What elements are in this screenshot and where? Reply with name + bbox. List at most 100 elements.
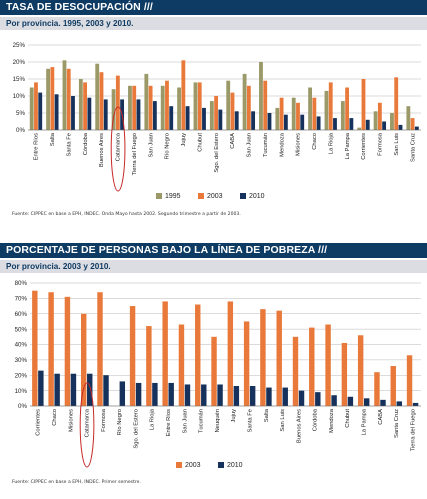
legend-swatch-2003 [176,462,182,468]
bar-2010-salta [54,94,59,130]
poverty-subtitle: Por provincia. 2003 y 2010. [0,260,427,273]
x-tick-label: CABA [378,409,384,425]
bar-2003-entre-rios [162,301,168,406]
bar-2003-san-luis [394,77,399,130]
bar-1995-san-juan [242,73,247,130]
bar-2010-jujuy [185,106,190,130]
y-tick-label: 0% [16,127,25,134]
x-tick-label: Río Negro [165,133,171,159]
y-tick-label: 80% [15,280,28,287]
bar-2010-rio-negro [119,381,126,406]
bar-2010-sgo-del-estero [218,109,223,130]
x-tick-label: Santa Fe [66,133,72,157]
x-tick-label: Catamarca [116,132,122,161]
bar-2003-corrientes [32,290,38,406]
bar-2003-san-juan [246,85,251,130]
y-tick-label: 60% [15,311,28,318]
x-tick-label: San Juan [247,133,253,158]
x-tick-label: Tucumán [199,409,205,433]
bar-2010-santa-cruz [396,401,402,406]
bar-2003-catamarca [80,313,87,406]
bar-1995-tierra-del-fuego [128,85,132,130]
y-tick-label: 15% [13,76,26,83]
bar-2010-catamarca [87,373,93,406]
y-tick-label: 40% [15,342,28,349]
x-tick-label: Tierra del Fuego [410,409,416,451]
bar-2010-tierra-del-fuego [136,99,141,130]
legend-swatch-1995 [156,193,162,199]
x-tick-label: Chubut [345,409,351,428]
bar-2003-chaco [312,97,317,130]
bar-2010-entre-rios [168,382,174,406]
legend-swatch-2010 [240,193,246,199]
bar-2010-rio-negro [169,106,174,130]
bar-1995-salta [46,68,51,130]
legend-label-2003: 2003 [207,193,223,200]
highlight-circle [110,106,126,192]
bar-1995-entre-rios [29,87,34,130]
bar-1995-sgo-del-estero [209,101,214,130]
bar-2010-la-rioja [152,382,158,406]
x-tick-label: Formosa [378,132,384,156]
bar-2010-formosa [103,375,109,406]
bar-1995-la-rioja [324,90,329,130]
bar-1995-tucuman [259,62,263,130]
unemployment-subtitle: Por provincia. 1995, 2003 y 2010. [0,17,427,30]
x-tick-label: Salta [264,408,270,422]
x-tick-label: San Juan [182,409,188,434]
bar-2010-santa-cruz [414,126,419,130]
bar-2003-san-juan [148,85,153,130]
bar-2003-san-luis [276,310,282,406]
bar-2003-buenos-aires [292,336,299,406]
bar-2003-jujuy [227,301,234,406]
x-tick-label: Santa Cruz [394,409,400,438]
bar-1995-santa-fe [62,60,67,130]
x-tick-label: Córdoba [313,408,319,431]
bar-2003-salta [260,309,266,406]
bar-2003-chaco [48,292,54,406]
y-tick-label: 10% [13,93,26,100]
bar-2003-sgo-del-estero [129,306,136,406]
bar-1995-corrientes [357,127,362,130]
highlight-circle [79,382,95,468]
bar-2003-mendoza [279,97,284,130]
bar-1995-san-luis [390,113,394,130]
bar-2003-chubut [341,342,348,406]
bar-2010-caba [380,399,386,406]
x-tick-label: Tierra del Fuego [132,133,138,175]
y-tick-label: 50% [15,326,28,333]
bar-2003-misiones [296,102,300,130]
bar-2010-santa-fe [249,386,256,406]
y-tick-label: 20% [15,372,28,379]
x-tick-label: La Pampa [362,408,368,435]
x-tick-label: CABA [230,133,236,149]
bar-2003-santa-cruz [410,118,415,130]
bar-1995-caba [226,80,231,130]
bar-2003-cordoba [83,82,88,130]
bar-2010-jujuy [233,386,240,406]
bar-2010-la-pampa [349,118,354,130]
bar-1995-jujuy [177,87,182,130]
bar-1995-santa-cruz [406,106,411,130]
bar-2003-cordoba [309,327,315,406]
x-tick-label: Sgo. del Estero [133,409,139,449]
bar-2010-sgo-del-estero [135,382,142,406]
bar-2003-santa-fe [243,321,250,406]
bar-2003-tucuman [195,304,201,406]
bar-2010-chaco [316,116,321,130]
poverty-source: Fuente: CIPPEC en base a EPH, INDEC. Pri… [12,480,141,485]
bar-1995-chubut [193,82,198,130]
x-tick-label: Corrientes [361,133,367,160]
x-tick-label: San Luis [280,409,286,432]
bar-2010-chubut [202,107,206,130]
bar-1995-buenos-aires [95,63,100,131]
bar-2010-corrientes [38,370,44,406]
bar-1995-catamarca [111,89,116,130]
bar-2010-caba [234,111,239,130]
bar-2010-misiones [300,114,305,130]
legend-label-2010: 2010 [227,462,243,469]
bar-1995-misiones [291,97,296,130]
x-tick-label: Chubut [197,133,203,152]
y-tick-label: 20% [13,59,26,66]
bar-2010-san-juan [184,384,191,406]
